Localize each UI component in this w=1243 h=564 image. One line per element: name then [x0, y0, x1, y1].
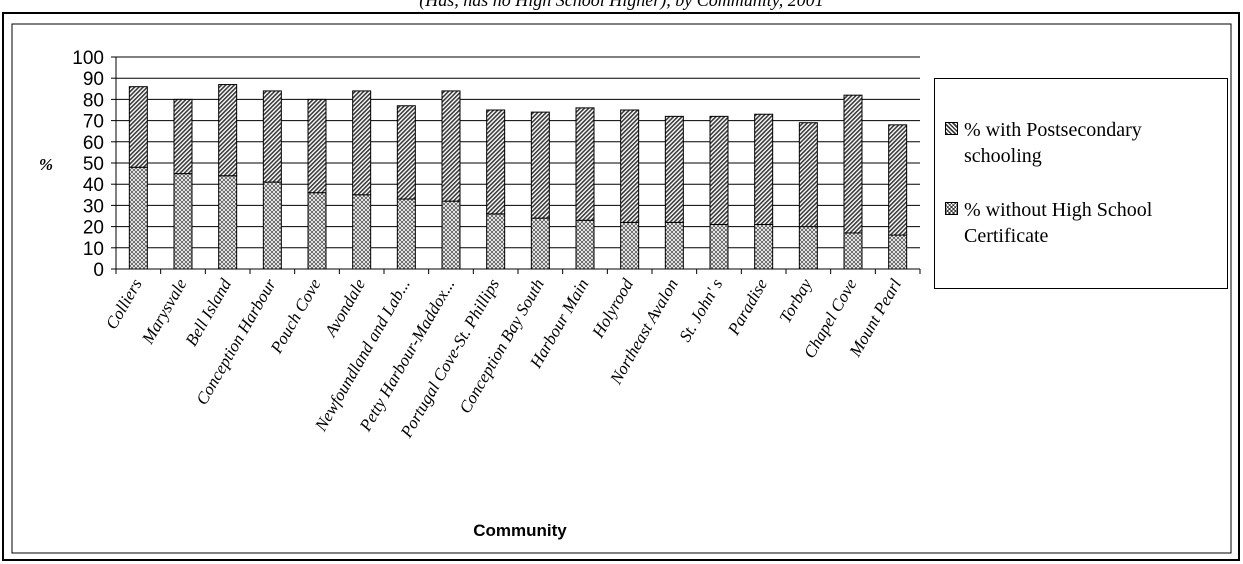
bar-segment-no-high-school: [888, 234, 908, 270]
bar-segment-postsecondary: [754, 113, 774, 225]
bar-segment-postsecondary: [888, 124, 908, 236]
bar-segment-postsecondary: [843, 94, 863, 234]
bar-segment-no-high-school: [754, 223, 774, 270]
bar-segment-no-high-school: [307, 192, 327, 270]
axes: [111, 56, 921, 274]
grid: [116, 56, 920, 249]
bar-segment-postsecondary: [709, 115, 729, 225]
bar-segment-postsecondary: [441, 90, 461, 202]
bar-segment-no-high-school: [664, 221, 684, 270]
legend-label-no-high-school: % without High School Certificate: [964, 199, 1153, 247]
legend-label-postsecondary: % with Postsecondary schooling: [964, 119, 1142, 167]
y-tick-label: 90: [83, 69, 104, 90]
bar-segment-no-high-school: [218, 175, 238, 270]
bar-segment-postsecondary: [798, 122, 818, 228]
bar-segment-no-high-school: [441, 200, 461, 270]
x-tick-label: Paradise: [723, 275, 771, 339]
y-tick-label: 20: [83, 218, 104, 239]
bar-segment-postsecondary: [396, 105, 416, 200]
y-tick-label: 60: [83, 133, 104, 154]
bar-segment-no-high-school: [486, 213, 506, 270]
legend-swatch-no-high-school: [945, 202, 958, 215]
y-tick-label: 100: [72, 48, 104, 69]
y-tick-label: 40: [83, 175, 104, 196]
bar-segment-postsecondary: [486, 109, 506, 215]
legend-item-no-high-school: % without High School Certificate: [945, 197, 1229, 249]
x-tick-label: St. John' s: [675, 275, 726, 345]
x-tick-label: Conception Harbour: [192, 275, 280, 408]
bar-segment-no-high-school: [575, 219, 595, 270]
bar-segment-postsecondary: [664, 115, 684, 223]
x-tick-label: Colliers: [102, 275, 146, 332]
bar-segment-postsecondary: [218, 84, 238, 177]
bar-segment-no-high-school: [396, 198, 416, 270]
legend-item-postsecondary: % with Postsecondary schooling: [945, 117, 1194, 169]
bar-segment-no-high-school: [843, 232, 863, 270]
bar-segment-postsecondary: [262, 90, 282, 183]
bar-segment-no-high-school: [173, 173, 193, 270]
y-axis-label: %: [39, 155, 53, 174]
x-tick-label: Torbay: [776, 275, 816, 326]
y-tick-label: 10: [83, 239, 104, 260]
y-tick-label: 70: [83, 112, 104, 133]
y-tick-label: 0: [93, 260, 104, 281]
bars: [128, 84, 908, 270]
bar-segment-postsecondary: [128, 86, 148, 168]
y-tick-label: 30: [83, 196, 104, 217]
bar-segment-postsecondary: [530, 111, 550, 219]
legend: % with Postsecondary schooling % without…: [934, 78, 1228, 289]
bar-segment-no-high-school: [620, 221, 640, 270]
bar-segment-postsecondary: [620, 109, 640, 223]
inner-frame: [11, 23, 1232, 554]
y-tick-label: 50: [83, 154, 104, 175]
chart-title: (Has, has no High School Higher), by Com…: [419, 0, 824, 10]
y-tick-label: 80: [83, 90, 104, 111]
bar-segment-no-high-school: [128, 166, 148, 270]
bar-segment-no-high-school: [709, 223, 729, 270]
bar-segment-no-high-school: [798, 226, 818, 270]
x-axis-label: Community: [473, 521, 567, 540]
bar-segment-no-high-school: [352, 194, 372, 270]
x-tick-label: Avondale: [321, 275, 370, 341]
legend-swatch-postsecondary: [945, 122, 958, 135]
bar-segment-postsecondary: [575, 107, 595, 221]
bar-segment-postsecondary: [173, 98, 193, 175]
bar-segment-no-high-school: [262, 181, 282, 270]
bar-segment-postsecondary: [352, 90, 372, 196]
bar-segment-no-high-school: [530, 217, 550, 270]
x-tick-label: Holyrood: [588, 275, 637, 342]
x-tick-label: Conception Bay South: [455, 276, 547, 417]
bar-segment-postsecondary: [307, 98, 327, 194]
outer-frame: [2, 12, 1240, 561]
